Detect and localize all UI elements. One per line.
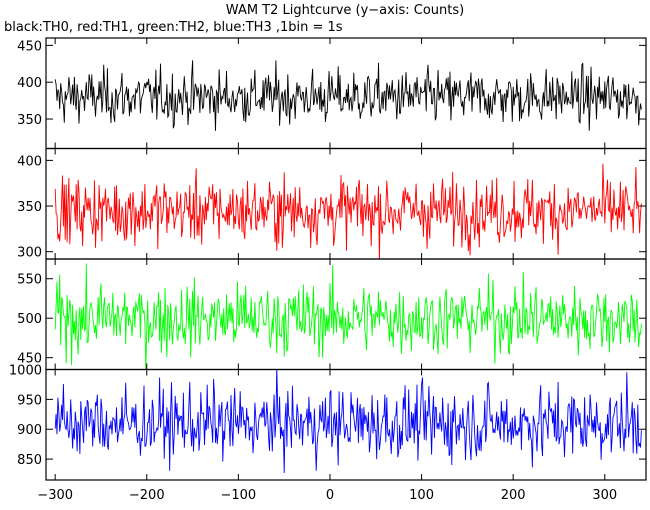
- y-tick-label: 400: [17, 154, 42, 169]
- x-tick-label: −100: [221, 488, 257, 503]
- panel-th0: 350 400 450: [17, 37, 647, 150]
- x-tick-label: −200: [129, 488, 165, 503]
- y-tick-label: 1000: [9, 364, 42, 379]
- y-tick-label: 550: [17, 273, 42, 288]
- y-tick-label: 850: [17, 453, 42, 468]
- y-tick-label: 450: [17, 352, 42, 367]
- x-tick-label: 100: [409, 488, 434, 503]
- series-line-th0: [54, 60, 642, 131]
- series-line-th1: [54, 163, 642, 259]
- x-axis: −300 −200 −100 0 100 200 300: [37, 488, 617, 503]
- y-tick-label: 450: [17, 39, 42, 54]
- x-tick-label: −300: [37, 488, 73, 503]
- chart-title: WAM T2 Lightcurve (y−axis: Counts): [226, 3, 464, 18]
- panel-th2: 450 500 550: [17, 258, 647, 371]
- panels-group: 350 400 450 300 350 400 450 500 550 850 900 950 1000: [9, 37, 647, 481]
- series-line-th3: [54, 369, 642, 474]
- panel-th1: 300 350 400: [17, 147, 647, 261]
- panel-frame: [45, 368, 647, 481]
- panel-th3: 850 900 950 1000: [9, 364, 647, 481]
- y-tick-label: 400: [17, 76, 42, 91]
- y-tick-label: 350: [17, 200, 42, 215]
- chart-subtitle: black:TH0, red:TH1, green:TH2, blue:TH3 …: [4, 20, 343, 35]
- y-tick-label: 300: [17, 246, 42, 261]
- x-tick-label: 200: [501, 488, 526, 503]
- y-tick-label: 500: [17, 312, 42, 327]
- x-tick-label: 300: [592, 488, 617, 503]
- x-tick-label: 0: [326, 488, 334, 503]
- y-tick-label: 900: [17, 423, 42, 438]
- series-line-th2: [54, 263, 642, 370]
- y-tick-label: 350: [17, 113, 42, 128]
- y-tick-label: 950: [17, 393, 42, 408]
